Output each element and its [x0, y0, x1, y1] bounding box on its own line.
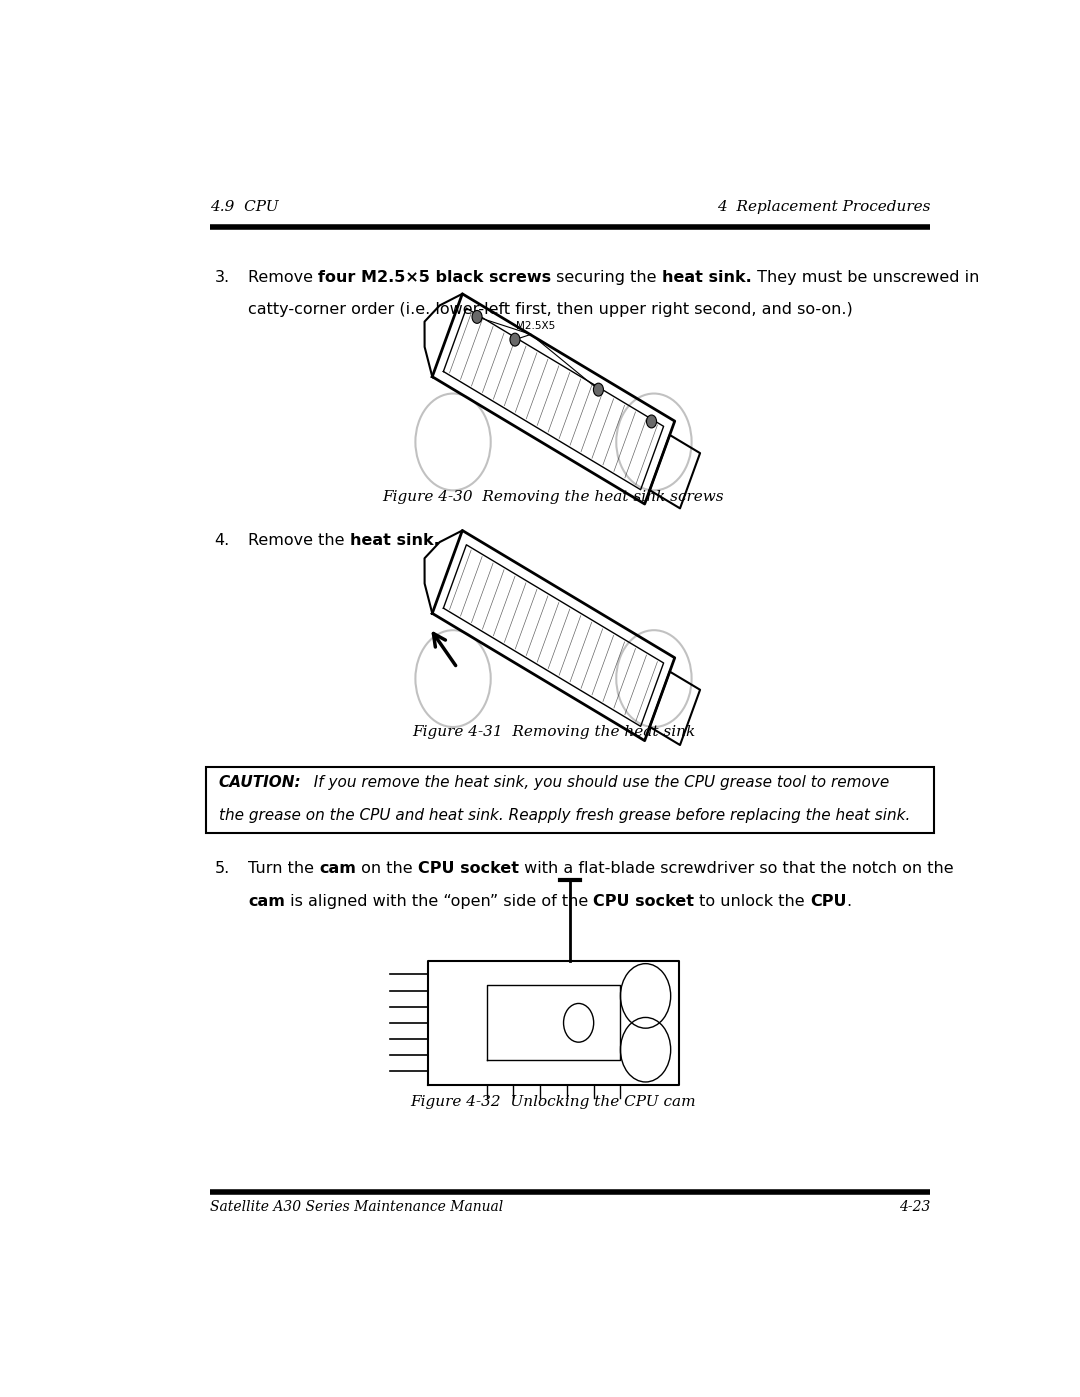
Circle shape	[510, 332, 519, 346]
Text: Satellite A30 Series Maintenance Manual: Satellite A30 Series Maintenance Manual	[211, 1200, 503, 1214]
Text: 4-23: 4-23	[899, 1200, 930, 1214]
Text: Figure 4-30  Removing the heat sink screws: Figure 4-30 Removing the heat sink screw…	[382, 490, 725, 504]
Text: They must be unscrewed in: They must be unscrewed in	[752, 270, 978, 285]
Text: Remove: Remove	[248, 270, 319, 285]
Text: heat sink.: heat sink.	[662, 270, 752, 285]
Text: CAUTION:: CAUTION:	[218, 775, 301, 791]
Text: securing the: securing the	[551, 270, 662, 285]
Text: with a flat-blade screwdriver so that the notch on the: with a flat-blade screwdriver so that th…	[518, 862, 954, 876]
Text: 4  Replacement Procedures: 4 Replacement Procedures	[717, 200, 930, 214]
Text: 4.9  CPU: 4.9 CPU	[211, 200, 279, 214]
Text: Turn the: Turn the	[248, 862, 319, 876]
Text: cam: cam	[248, 894, 285, 908]
Text: 4.: 4.	[215, 534, 230, 549]
Circle shape	[647, 415, 657, 427]
Text: CPU socket: CPU socket	[418, 862, 518, 876]
Text: the grease on the CPU and heat sink. Reapply fresh grease before replacing the h: the grease on the CPU and heat sink. Rea…	[218, 807, 910, 823]
Text: CPU: CPU	[810, 894, 847, 908]
Text: If you remove the heat sink, you should use the CPU grease tool to remove: If you remove the heat sink, you should …	[303, 775, 889, 791]
Text: CPU socket: CPU socket	[593, 894, 694, 908]
Text: .: .	[847, 894, 852, 908]
Text: catty-corner order (i.e. lower-left first, then upper right second, and so-on.): catty-corner order (i.e. lower-left firs…	[248, 302, 853, 317]
Text: to unlock the: to unlock the	[694, 894, 810, 908]
Text: 3.: 3.	[215, 270, 230, 285]
Text: on the: on the	[356, 862, 418, 876]
Text: Remove the: Remove the	[248, 534, 350, 549]
Text: 5.: 5.	[215, 862, 230, 876]
Text: Figure 4-31  Removing the heat sink: Figure 4-31 Removing the heat sink	[411, 725, 696, 739]
Text: cam: cam	[319, 862, 356, 876]
Text: M2.5X5: M2.5X5	[516, 321, 555, 331]
Circle shape	[593, 383, 604, 397]
Text: heat sink.: heat sink.	[350, 534, 440, 549]
Circle shape	[472, 310, 482, 323]
Text: Figure 4-32  Unlocking the CPU cam: Figure 4-32 Unlocking the CPU cam	[410, 1095, 697, 1109]
Text: four M2.5×5 black screws: four M2.5×5 black screws	[319, 270, 551, 285]
Text: is aligned with the “open” side of the: is aligned with the “open” side of the	[285, 894, 593, 908]
FancyBboxPatch shape	[206, 767, 934, 834]
